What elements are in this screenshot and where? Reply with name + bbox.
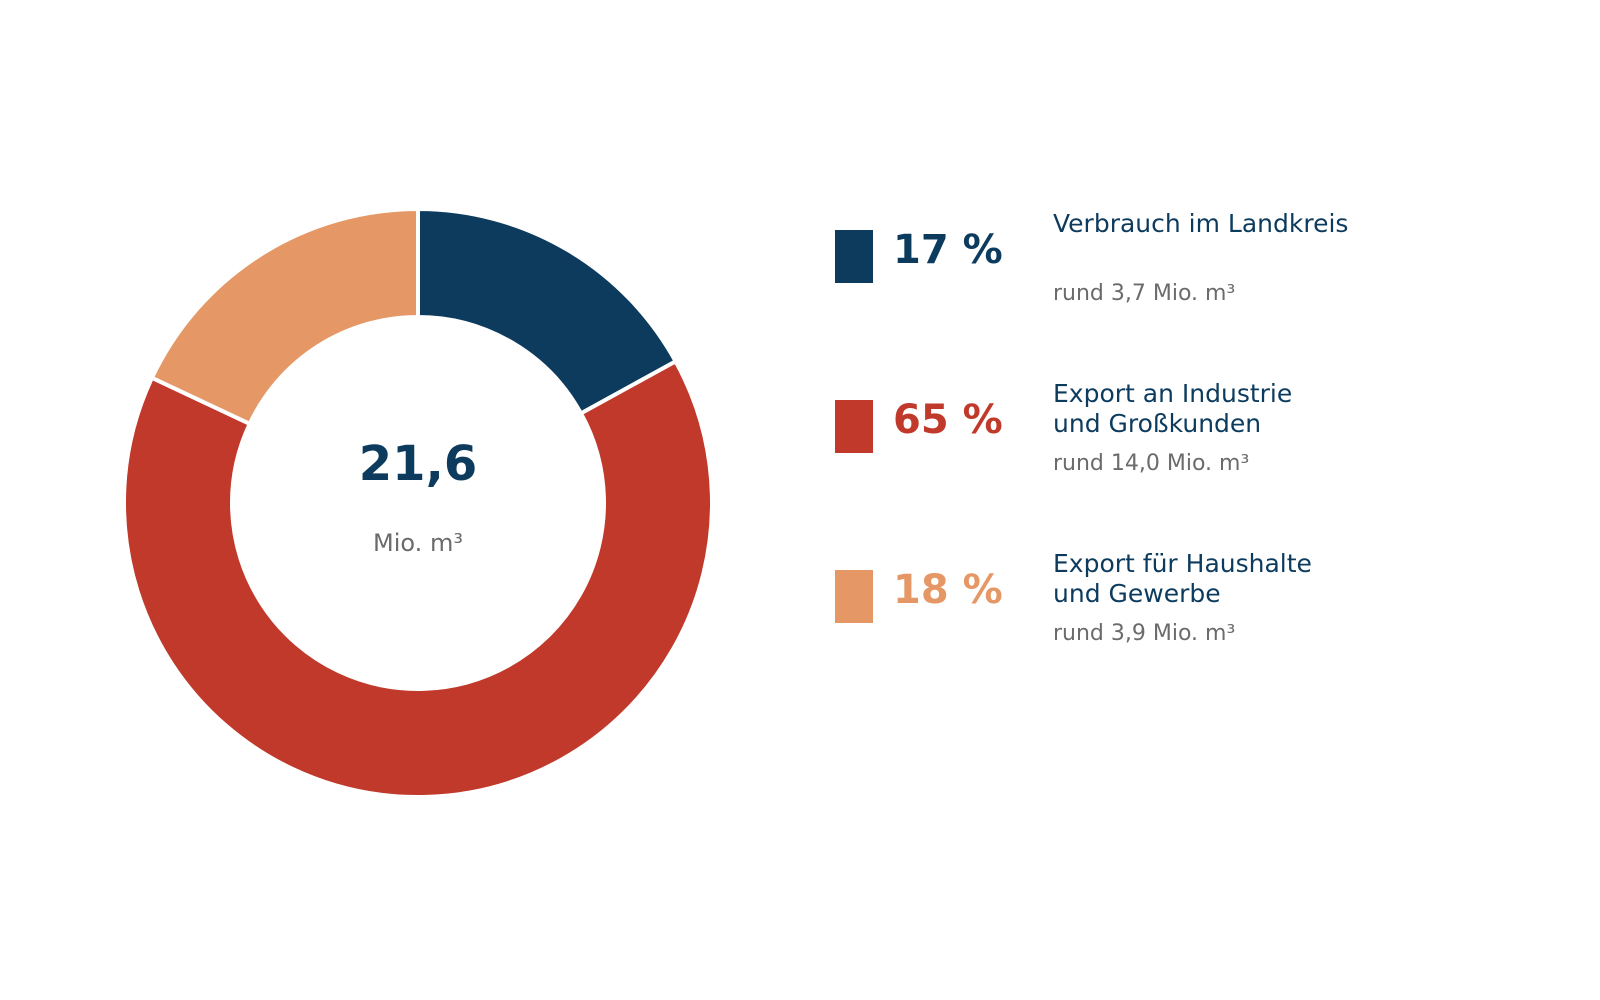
legend-amount: rund 3,9 Mio. m³ [1053,621,1236,646]
legend-swatch [835,400,873,453]
legend-label: Export für Haushalte und Gewerbe [1053,549,1312,608]
total-unit: Mio. m³ [373,529,463,557]
legend-label: Verbrauch im Landkreis [1053,209,1349,238]
legend-item-verbrauch: 17 % Verbrauch im Landkreis rund 3,7 Mio… [835,209,1555,353]
legend-amount: rund 14,0 Mio. m³ [1053,451,1250,476]
legend-percent: 17 % [893,227,1003,273]
legend-percent: 18 % [893,567,1003,613]
legend-label: Export an Industrie und Großkunden [1053,379,1293,438]
donut-slice-3 [149,206,420,427]
legend-percent: 65 % [893,397,1003,443]
total-value: 21,6 [358,436,478,492]
donut-slice-2 [122,358,714,799]
legend-item-haushalte: 18 % Export für Haushalte und Gewerbe ru… [835,549,1555,693]
legend-amount: rund 3,7 Mio. m³ [1053,281,1236,306]
legend-swatch [835,570,873,623]
legend-item-industrie: 65 % Export an Industrie und Großkunden … [835,379,1555,523]
legend-swatch [835,230,873,283]
